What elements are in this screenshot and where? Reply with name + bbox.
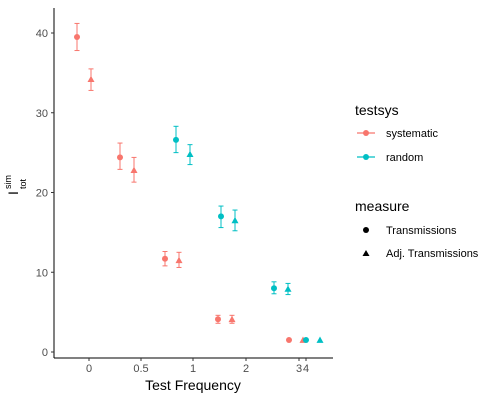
data-point-random-transmissions [303, 337, 309, 344]
point-marker [74, 33, 80, 40]
x-tick-label: 0 [86, 363, 92, 375]
point-marker [218, 213, 224, 220]
x-tick-label: 0.5 [133, 363, 148, 375]
legend-label-adj-transmissions: Adj. Transmissions [386, 248, 479, 260]
svg-text:I: I [5, 191, 21, 195]
x-tick-label: 3 [296, 363, 302, 375]
y-tick-label: 10 [36, 267, 48, 279]
data-point-systematic-adj-transmissions [130, 156, 138, 183]
point-marker [286, 337, 292, 344]
y-axis-title-sup: sim [3, 175, 13, 189]
legend-item-transmissions: Transmissions [363, 225, 457, 237]
x-axis-title: Test Frequency [145, 377, 241, 393]
data-point-systematic-adj-transmissions [228, 314, 236, 324]
data-point-systematic-transmissions [286, 337, 292, 344]
data-point-systematic-transmissions [215, 314, 221, 324]
data-point-systematic-transmissions [74, 22, 80, 52]
point-marker [186, 150, 194, 158]
legend-label-random: random [386, 152, 423, 164]
data-point-systematic-transmissions [162, 251, 168, 267]
legend-item-adj-transmissions: Adj. Transmissions [362, 248, 479, 260]
x-axis: 0 0.5 1 2 3 4 [54, 357, 333, 375]
y-tick-label: 40 [36, 28, 48, 40]
point-marker [228, 315, 236, 323]
data-point-systematic-transmissions [117, 142, 123, 170]
data-point-systematic-adj-transmissions [87, 68, 95, 91]
legend-label-transmissions: Transmissions [386, 225, 457, 237]
y-tick-label: 0 [42, 347, 48, 359]
point-marker [284, 285, 292, 292]
legend-measure-title: measure [355, 198, 410, 214]
point-marker [316, 336, 324, 343]
data-point-random-transmissions [271, 281, 277, 295]
point-marker [162, 255, 168, 262]
data-point-random-adj-transmissions [186, 144, 194, 166]
point-marker [173, 136, 179, 143]
data-point-random-transmissions [218, 205, 224, 229]
y-axis-title-main: I [5, 191, 21, 195]
y-axis: 0 10 20 30 40 [36, 8, 55, 359]
x-tick-label: 2 [243, 363, 249, 375]
y-axis-title: I sim tot [3, 175, 28, 195]
point-marker [271, 285, 277, 292]
point-marker [303, 337, 309, 344]
legend-testsys-title: testsys [355, 102, 399, 118]
legend: testsys systematic random measure Transm… [355, 102, 479, 260]
point-marker [117, 154, 123, 161]
data-point-random-adj-transmissions [231, 209, 239, 232]
data-point-systematic-adj-transmissions [175, 251, 183, 268]
point-marker [231, 216, 239, 224]
point-marker [175, 256, 183, 264]
y-axis-title-sub: tot [18, 178, 28, 189]
data-point-random-adj-transmissions [284, 282, 292, 296]
data-point-random-transmissions [173, 125, 179, 154]
point-marker [215, 316, 221, 323]
x-tick-label: 1 [190, 363, 196, 375]
legend-label-systematic: systematic [386, 128, 438, 140]
y-tick-label: 30 [36, 108, 48, 120]
point-marker [87, 75, 95, 83]
y-tick-label: 20 [36, 188, 48, 200]
point-marker [130, 166, 138, 173]
plot-area [74, 22, 324, 344]
legend-item-systematic: systematic [357, 128, 438, 140]
legend-item-random: random [357, 152, 423, 164]
x-tick-label: 4 [303, 363, 309, 375]
data-point-random-adj-transmissions [316, 336, 324, 343]
